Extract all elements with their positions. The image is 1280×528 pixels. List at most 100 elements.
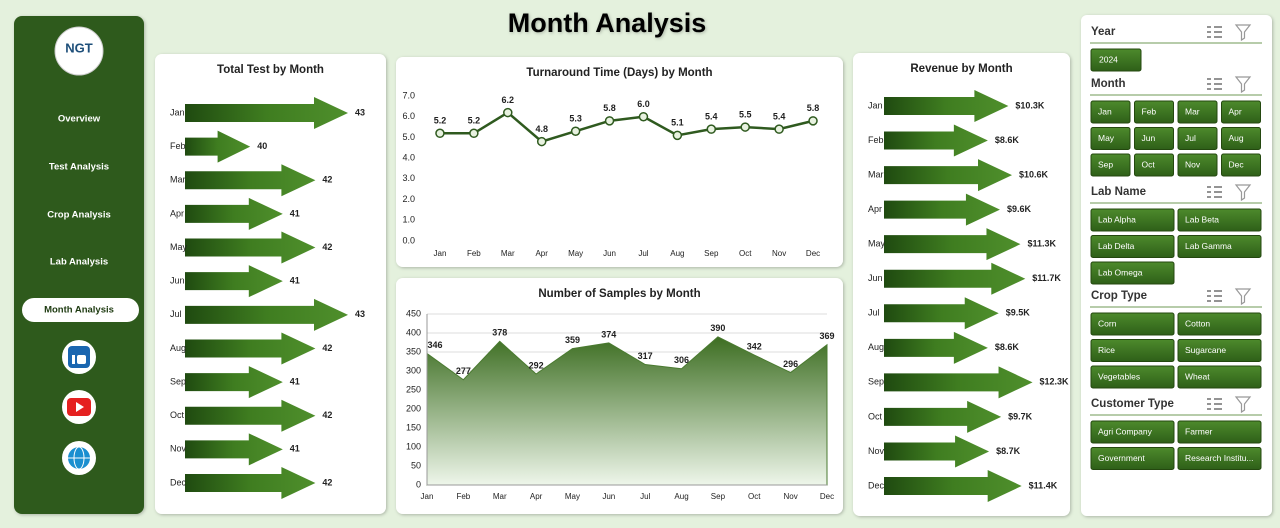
x-tick-label: Aug: [674, 492, 688, 501]
value-label: 342: [747, 341, 762, 351]
value-label: $9.6K: [1007, 204, 1032, 214]
y-tick-label: 350: [406, 346, 421, 356]
slicer-button[interactable]: [1177, 312, 1262, 336]
slicer-button[interactable]: [1134, 127, 1174, 150]
y-tick-label: 50: [411, 460, 421, 470]
slicer-button[interactable]: [1090, 312, 1175, 336]
menu-item[interactable]: Test Analysis: [49, 162, 109, 173]
slicer-button[interactable]: [1177, 100, 1218, 124]
slicer-button[interactable]: [1090, 365, 1175, 389]
arrow-bar: [884, 366, 1033, 399]
chart-title: Turnaround Time (Days) by Month: [526, 67, 712, 79]
linkedin-glyph: [72, 355, 75, 364]
slicer-button[interactable]: [1177, 447, 1262, 470]
slicer-button[interactable]: [1177, 339, 1262, 362]
slicer-button[interactable]: [1221, 100, 1261, 124]
y-tick-label: 4.0: [402, 153, 415, 163]
multiselect-icon[interactable]: [1207, 26, 1222, 38]
point: [740, 122, 750, 132]
slicer-button[interactable]: [1134, 100, 1174, 124]
arrow-bar: [185, 433, 283, 466]
slicer-button[interactable]: [1090, 48, 1142, 72]
value-label: 390: [710, 323, 725, 333]
y-tick-label: 7.0: [402, 90, 415, 100]
value-label: 5.8: [807, 103, 820, 113]
slicer-button[interactable]: [1177, 127, 1218, 150]
value-label: 41: [290, 376, 300, 386]
value-label: 5.4: [773, 112, 786, 122]
value-label: $9.7K: [1008, 411, 1033, 421]
y-tick-label: 0.0: [402, 235, 415, 245]
value-label: $8.6K: [995, 342, 1020, 352]
arrow-bar: [884, 124, 988, 157]
social-icons: [62, 340, 96, 475]
y-tick-label: 400: [406, 327, 421, 337]
multiselect-icon[interactable]: [1207, 290, 1222, 302]
clear-filter-icon[interactable]: [1234, 396, 1252, 414]
arrow-bar: [185, 164, 316, 197]
clear-filter-icon[interactable]: [1234, 24, 1252, 42]
slicer-button-label: 2024: [1099, 54, 1118, 64]
slicer-button[interactable]: [1090, 127, 1131, 150]
slicer-button-label: Sep: [1098, 159, 1113, 169]
slicer-button[interactable]: [1090, 208, 1175, 232]
clear-filter-icon[interactable]: [1234, 288, 1252, 306]
slicer-button-label: Lab Omega: [1098, 267, 1143, 277]
clear-filter-icon[interactable]: [1234, 76, 1252, 94]
slicer-button-label: Agri Company: [1098, 426, 1153, 436]
slicer-button[interactable]: [1177, 365, 1262, 389]
x-tick-label: Jan: [434, 249, 447, 258]
value-label: 5.2: [468, 116, 481, 126]
value-label: $10.6K: [1019, 169, 1049, 179]
x-tick-label: Aug: [670, 249, 684, 258]
y-tick-label: 250: [406, 384, 421, 394]
x-tick-label: Jun: [602, 492, 615, 501]
category-label: Mar: [170, 175, 186, 185]
slicer-button[interactable]: [1177, 153, 1218, 177]
x-tick-label: Feb: [456, 492, 470, 501]
value-label: $8.7K: [996, 446, 1021, 456]
chart-title: Revenue by Month: [910, 63, 1012, 75]
slicer-button-label: Cotton: [1185, 318, 1210, 328]
slicer-button[interactable]: [1090, 339, 1175, 362]
slicer-button-label: Aug: [1229, 133, 1244, 143]
value-label: $8.6K: [995, 135, 1020, 145]
slicer-button[interactable]: [1090, 420, 1175, 444]
x-tick-label: May: [568, 249, 583, 258]
slicer-button[interactable]: [1221, 127, 1261, 150]
slicer-title: Crop Type: [1091, 290, 1147, 302]
multiselect-icon[interactable]: [1207, 398, 1222, 410]
slicer-title: Lab Name: [1091, 186, 1146, 198]
x-tick-label: Nov: [784, 492, 798, 501]
x-tick-label: Feb: [467, 249, 481, 258]
menu-item[interactable]: Overview: [58, 114, 101, 125]
slicer-button[interactable]: [1134, 153, 1174, 177]
menu-item[interactable]: Lab Analysis: [50, 257, 108, 268]
slicer-button[interactable]: [1177, 208, 1262, 232]
slicer-button[interactable]: [1177, 235, 1262, 258]
clear-filter-icon[interactable]: [1234, 184, 1252, 202]
value-label: 306: [674, 355, 689, 365]
slicer-button[interactable]: [1090, 100, 1131, 124]
menu-item[interactable]: Month Analysis: [44, 305, 114, 316]
y-tick-label: 300: [406, 365, 421, 375]
slicer-button[interactable]: [1090, 261, 1175, 285]
multiselect-icon[interactable]: [1207, 186, 1222, 198]
category-label: Oct: [868, 411, 883, 421]
y-tick-label: 0: [416, 479, 421, 489]
slicer-button[interactable]: [1090, 153, 1131, 177]
category-label: Sep: [868, 377, 884, 387]
slicer-button[interactable]: [1090, 447, 1175, 470]
value-label: 41: [290, 276, 300, 286]
point: [469, 128, 479, 139]
category-label: Sep: [170, 376, 186, 386]
slicer-button[interactable]: [1177, 420, 1262, 444]
slicer-button[interactable]: [1090, 235, 1175, 258]
arrow-bar: [884, 470, 1022, 502]
slicer-button[interactable]: [1221, 153, 1261, 177]
multiselect-icon[interactable]: [1207, 78, 1222, 90]
category-label: Nov: [170, 444, 187, 454]
menu-item[interactable]: Crop Analysis: [47, 210, 111, 221]
category-label: Jan: [170, 107, 185, 117]
category-label: Mar: [868, 169, 884, 179]
